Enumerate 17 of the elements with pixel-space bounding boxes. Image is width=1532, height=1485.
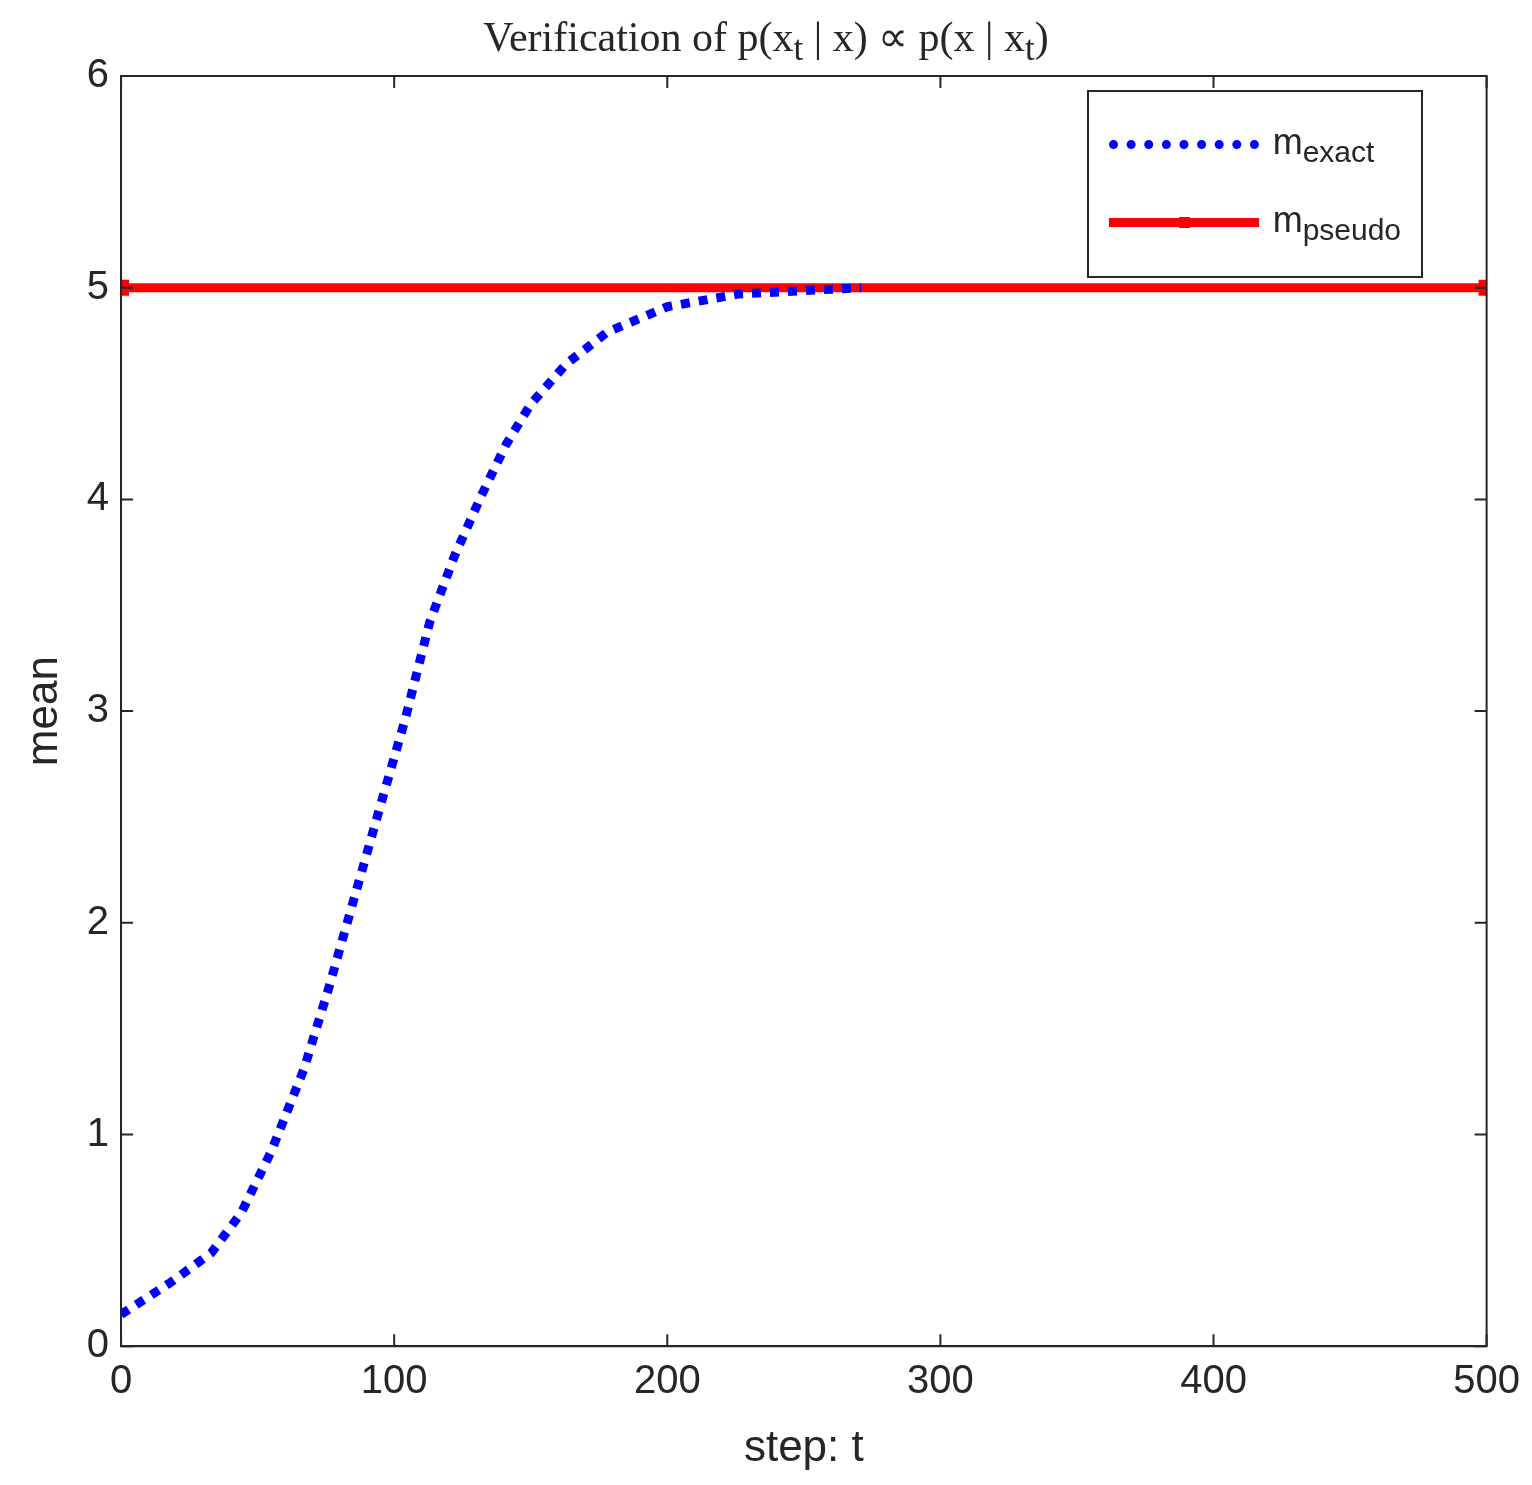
y-tick-label: 4: [86, 474, 110, 519]
x-tick-label: 400: [1180, 1357, 1247, 1402]
y-tick-label: 0: [86, 1321, 110, 1366]
x-tick-label: 500: [1453, 1357, 1521, 1402]
chart-title: Verification of p(x$_{t}$ | x) ∝ p(x | x$_{t}$): [483, 14, 1049, 69]
y-tick-label: 3: [86, 686, 110, 731]
x-tick-label: 300: [907, 1357, 974, 1402]
y-tick-label: 6: [86, 51, 110, 96]
y-axis-title: mean: [16, 656, 66, 767]
x-axis-title: step: t: [743, 1420, 864, 1470]
x-tick-label: 200: [633, 1357, 701, 1402]
y-tick-label: 1: [86, 1109, 110, 1154]
y-tick-label: 5: [86, 262, 110, 307]
legend-label: m$_{pseudo}$: [1272, 198, 1402, 248]
y-tick-label: 2: [86, 897, 110, 942]
x-tick-label: 100: [360, 1357, 428, 1402]
legend-label: m$_{exact}$: [1272, 120, 1375, 170]
